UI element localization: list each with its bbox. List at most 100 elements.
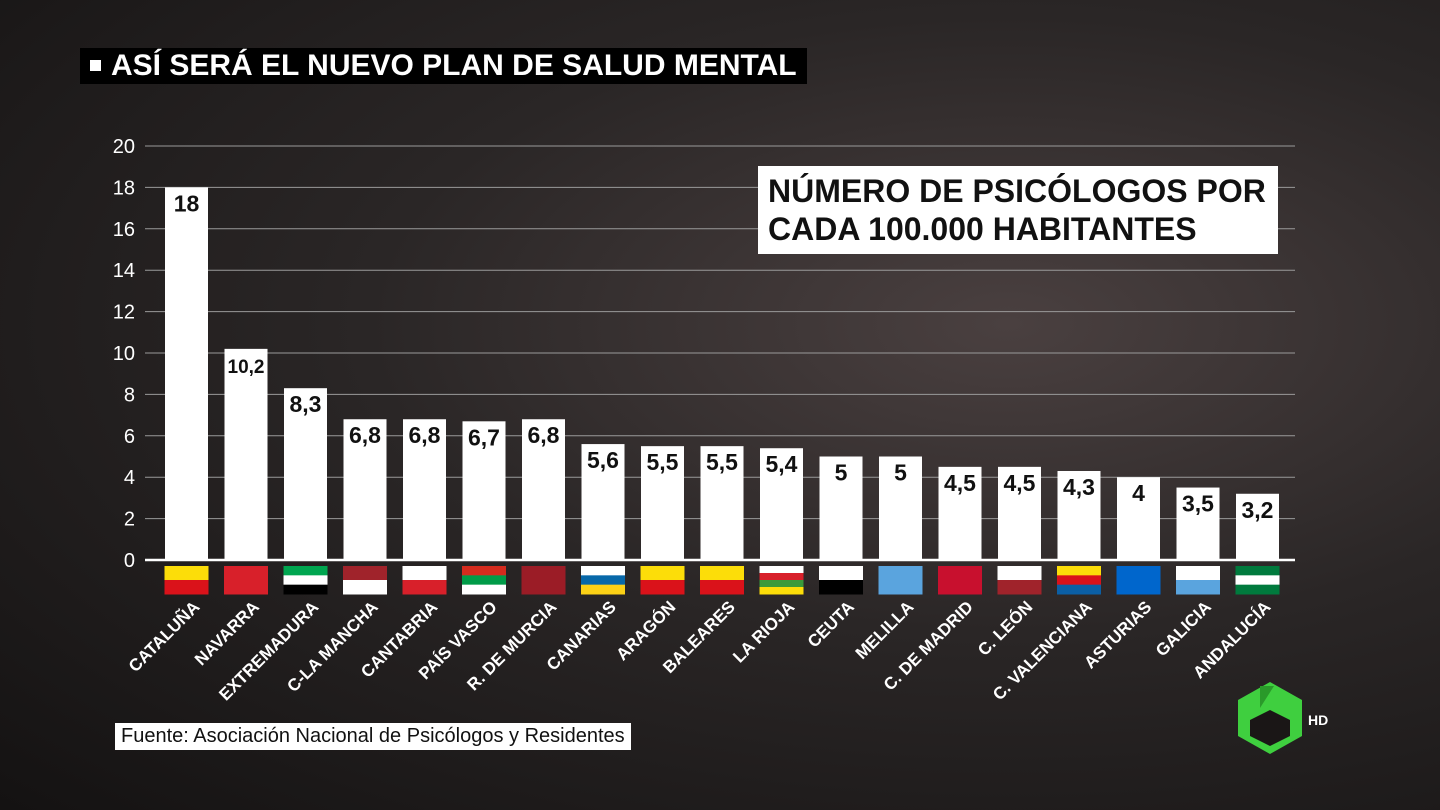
y-tick-label: 12 — [113, 302, 135, 324]
flag-stripe — [759, 566, 804, 574]
value-label: 6,7 — [468, 424, 500, 450]
flag-stripe — [521, 566, 566, 581]
header: ASÍ SERÁ EL NUEVO PLAN DE SALUD MENTAL — [80, 48, 807, 84]
flag-stripe — [700, 580, 744, 595]
bar — [938, 466, 982, 560]
flag-stripe — [819, 580, 863, 595]
flag-stripe — [283, 575, 328, 586]
bar — [284, 388, 327, 560]
bar — [1117, 477, 1160, 560]
flag-stripe — [1057, 584, 1101, 595]
flag-stripe — [997, 566, 1042, 581]
flag-stripe — [164, 566, 209, 581]
value-label: 10,2 — [228, 357, 265, 378]
flag-stripe — [759, 587, 804, 595]
bar — [1176, 487, 1220, 560]
flag-stripe — [462, 566, 506, 576]
value-label: 5,6 — [587, 447, 619, 473]
y-tick-label: 2 — [124, 509, 135, 531]
value-label: 5,5 — [706, 449, 738, 475]
flag-stripe — [819, 566, 863, 581]
x-tick-label: LA RIOJA — [729, 597, 798, 666]
value-label: 8,3 — [290, 391, 322, 417]
flag-stripe — [283, 584, 328, 595]
flag-stripe — [1176, 566, 1220, 581]
header-text: ASÍ SERÁ EL NUEVO PLAN DE SALUD MENTAL — [111, 49, 797, 82]
bullet — [90, 59, 101, 71]
value-label: 5 — [894, 460, 907, 486]
bar — [700, 446, 744, 560]
value-label: 6,8 — [349, 422, 381, 448]
logo-inner — [1250, 710, 1290, 746]
value-label: 5,4 — [766, 451, 798, 477]
x-tick-label: CATALUÑA — [124, 597, 203, 676]
bar — [403, 419, 446, 560]
value-label: 6,8 — [528, 422, 560, 448]
bar — [581, 444, 625, 560]
channel-logo — [1238, 682, 1302, 754]
bar — [760, 448, 803, 560]
y-tick-label: 10 — [113, 343, 135, 365]
flag-stripe — [640, 566, 685, 581]
x-tick-label: EXTREMADURA — [215, 597, 322, 704]
flag-stripe — [640, 580, 685, 595]
value-label: 4,5 — [1004, 470, 1036, 496]
flag-stripe — [462, 575, 506, 586]
y-tick-label: 4 — [124, 467, 135, 489]
x-tick-label: GALICIA — [1152, 597, 1215, 660]
y-tick-label: 6 — [124, 426, 135, 448]
bar — [462, 421, 506, 560]
flag-stripe — [521, 580, 566, 595]
bar — [819, 456, 863, 560]
flag-stripe — [1176, 580, 1220, 595]
flag-stripe — [283, 566, 328, 576]
flag-stripe — [1235, 566, 1280, 576]
flag-stripe — [1116, 580, 1161, 595]
bar — [998, 466, 1041, 560]
bar — [165, 187, 208, 560]
bar — [641, 446, 684, 560]
source: Fuente: Asociación Nacional de Psicólogo… — [115, 723, 631, 750]
value-label: 3,5 — [1182, 491, 1214, 517]
flag-stripe — [1116, 566, 1161, 581]
value-label: 6,8 — [409, 422, 441, 448]
bar — [879, 456, 922, 560]
flag-stripe — [1057, 566, 1101, 576]
flag-stripe — [700, 566, 744, 581]
flag-stripe — [224, 580, 268, 595]
y-tick-label: 0 — [124, 550, 135, 572]
flag-stripe — [759, 580, 804, 588]
x-tick-label: C. VALENCIANA — [989, 597, 1096, 704]
value-label: 4 — [1132, 480, 1145, 506]
chart-title: NÚMERO DE PSICÓLOGOS POR CADA 100.000 HA… — [758, 166, 1278, 254]
flag-stripe — [878, 580, 923, 595]
y-tick-label: 8 — [124, 384, 135, 406]
flag-stripe — [343, 566, 387, 581]
flag-stripe — [1235, 584, 1280, 595]
bar — [1057, 470, 1101, 560]
logo-text: HD — [1308, 712, 1329, 728]
flag-stripe — [402, 566, 447, 581]
flag-stripe — [581, 575, 625, 586]
flag-stripe — [581, 566, 625, 576]
flag-stripe — [224, 566, 268, 581]
flag-stripe — [1057, 575, 1101, 586]
value-label: 5,5 — [647, 449, 679, 475]
value-label: 4,3 — [1063, 474, 1095, 500]
flag-stripe — [878, 566, 923, 581]
y-tick-label: 14 — [113, 260, 135, 282]
flag-stripe — [462, 584, 506, 595]
flag-stripe — [1235, 575, 1280, 586]
flag-stripe — [938, 566, 982, 581]
flag-stripe — [759, 573, 804, 581]
flag-stripe — [581, 584, 625, 595]
bar — [1236, 493, 1279, 560]
value-label: 4,5 — [944, 470, 976, 496]
flag-stripe — [402, 580, 447, 595]
bar — [522, 419, 565, 560]
x-tick-label: C. LEÓN — [974, 597, 1036, 659]
bar — [343, 419, 387, 560]
y-tick-label: 18 — [113, 177, 135, 199]
